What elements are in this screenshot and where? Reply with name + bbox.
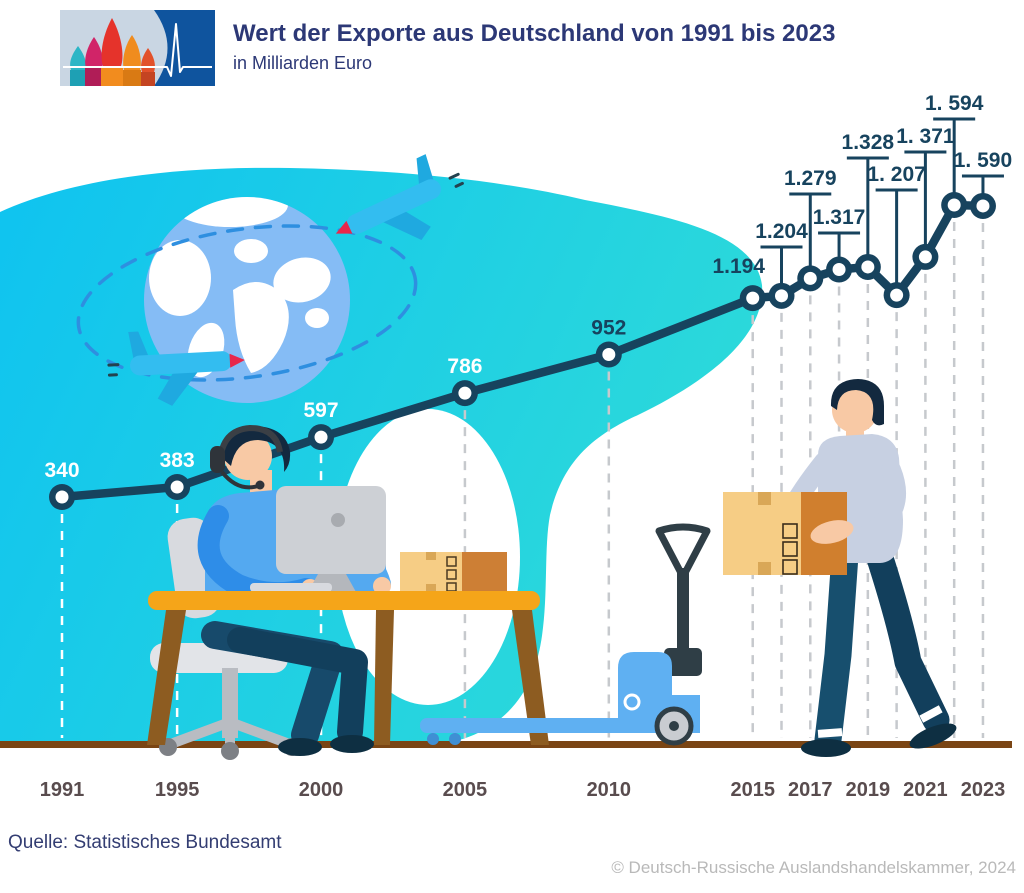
year-tick: 1991 bbox=[40, 779, 85, 801]
data-point-center bbox=[947, 198, 961, 212]
globe-illustration bbox=[76, 154, 464, 406]
data-point-center bbox=[602, 347, 616, 361]
year-tick: 2000 bbox=[299, 779, 344, 801]
grid-lines bbox=[60, 222, 985, 738]
value-label: 1.328 bbox=[842, 131, 895, 154]
desk-icon bbox=[147, 591, 549, 745]
orbit-dashed-ellipse bbox=[76, 224, 418, 382]
cathedral-domes-icon bbox=[70, 18, 155, 86]
value-label: 1. 590 bbox=[954, 149, 1012, 172]
data-point-center bbox=[918, 250, 932, 264]
value-callout-line bbox=[846, 156, 889, 267]
keyboard-icon bbox=[250, 583, 332, 592]
value-callout-line bbox=[875, 188, 918, 296]
value-label: 597 bbox=[303, 399, 338, 422]
year-tick: 2015 bbox=[730, 779, 775, 801]
value-callout-line bbox=[933, 117, 976, 206]
headset-icon bbox=[210, 424, 283, 490]
x-axis-labels: 1991 1995 2000 2005 2010 2015 2017 2019 2021 2023 bbox=[40, 779, 1005, 801]
value-label: 1.279 bbox=[784, 167, 837, 190]
value-label: 1.204 bbox=[755, 220, 808, 243]
data-point-center bbox=[746, 291, 760, 305]
pulse-line-icon bbox=[63, 23, 212, 77]
data-point-center bbox=[55, 490, 69, 504]
year-tick: 2017 bbox=[788, 779, 833, 801]
data-point-center bbox=[803, 271, 817, 285]
value-label: 1. 371 bbox=[896, 125, 955, 148]
ground-line bbox=[0, 741, 1012, 748]
data-point-center bbox=[890, 288, 904, 302]
desk-worker-illustration bbox=[147, 424, 549, 760]
year-tick: 1995 bbox=[155, 779, 200, 801]
data-point-center bbox=[314, 430, 328, 444]
value-label: 952 bbox=[591, 316, 626, 339]
year-tick: 2023 bbox=[961, 779, 1006, 801]
value-label: 786 bbox=[447, 355, 482, 378]
ahk-logo bbox=[60, 10, 215, 86]
data-point-center bbox=[170, 480, 184, 494]
copyright-note: © Deutsch-Russische Auslandshandelskamme… bbox=[611, 858, 1016, 877]
page-title: Wert der Exporte aus Deutschland von 199… bbox=[233, 20, 836, 47]
value-label: 340 bbox=[44, 459, 79, 482]
box-carrier-illustration bbox=[723, 379, 957, 757]
data-point-center bbox=[775, 289, 788, 303]
value-callout-line bbox=[904, 150, 947, 257]
header: Wert der Exporte aus Deutschland von 199… bbox=[0, 0, 1024, 96]
year-tick: 2010 bbox=[587, 779, 632, 801]
airplane-icon bbox=[335, 154, 464, 240]
year-tick: 2005 bbox=[443, 779, 488, 801]
desktop-monitor-icon bbox=[250, 486, 386, 592]
data-point-center bbox=[976, 199, 990, 213]
value-label: 383 bbox=[160, 449, 195, 472]
value-label: 1. 594 bbox=[925, 92, 984, 115]
pallet-jack-icon bbox=[420, 523, 711, 746]
data-point-center bbox=[832, 263, 846, 277]
value-label: 1.194 bbox=[712, 255, 765, 278]
source-note: Quelle: Statistisches Bundesamt bbox=[8, 832, 282, 853]
value-label: 1. 207 bbox=[867, 163, 925, 186]
data-point-center bbox=[458, 386, 472, 400]
page-subtitle: in Milliarden Euro bbox=[233, 53, 373, 73]
airplane-icon bbox=[107, 331, 245, 406]
line-chart: 340 383 597 786 952 1.194 1.204 1.279 1.317 1.328… bbox=[44, 92, 1012, 510]
data-point-center bbox=[861, 260, 875, 274]
value-callout-line bbox=[789, 192, 832, 279]
value-label: 1.317 bbox=[813, 206, 866, 229]
desk-package-box-icon bbox=[400, 552, 507, 592]
year-tick: 2019 bbox=[846, 779, 891, 801]
year-tick: 2021 bbox=[903, 779, 948, 801]
